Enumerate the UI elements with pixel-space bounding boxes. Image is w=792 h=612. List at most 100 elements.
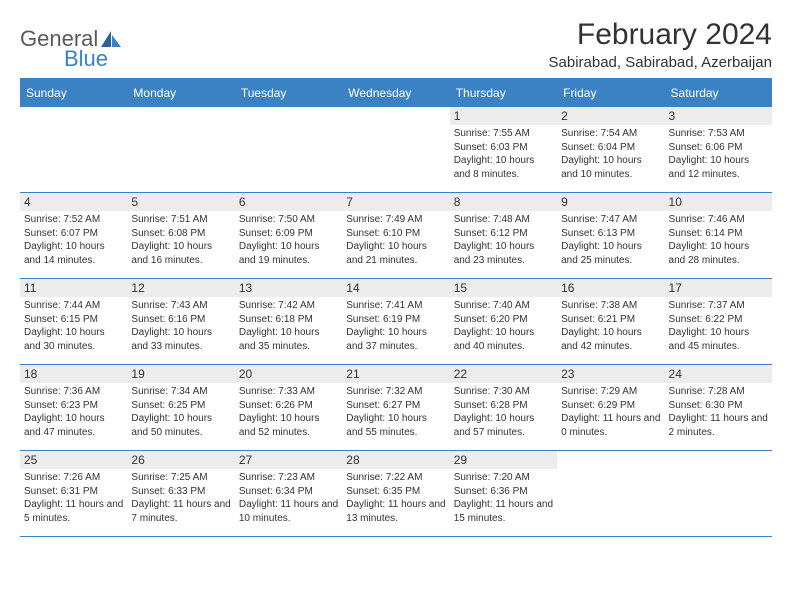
day-number: 21: [342, 365, 449, 383]
day-number: 15: [450, 279, 557, 297]
calendar-day: 7 Sunrise: 7:49 AMSunset: 6:10 PMDaylight…: [342, 193, 449, 279]
weekday-header: Sunday: [20, 80, 127, 107]
calendar-day: 11 Sunrise: 7:44 AMSunset: 6:15 PMDayligh…: [20, 279, 127, 365]
day-number: 4: [20, 193, 127, 211]
day-number: 22: [450, 365, 557, 383]
header: General Blue February 2024 Sabirabad, Sa…: [20, 18, 772, 72]
calendar-day: 28Sunrise: 7:22 AMSunset: 6:35 PMDayligh…: [342, 451, 449, 537]
day-number: 24: [665, 365, 772, 383]
day-info: Sunrise: 7:47 AMSunset: 6:13 PMDaylight:…: [561, 213, 660, 267]
weekday-header: Monday: [127, 80, 234, 107]
calendar-day: 1 Sunrise: 7:55 AMSunset: 6:03 PMDaylight…: [450, 107, 557, 193]
calendar-day: 25 Sunrise: 7:26 AMSunset: 6:31 PMDayligh…: [20, 451, 127, 537]
day-info: Sunrise: 7:25 AMSunset: 6:33 PMDaylight:…: [131, 471, 230, 525]
day-number: 3: [665, 107, 772, 125]
day-info: Sunrise: 7:51 AMSunset: 6:08 PMDaylight:…: [131, 213, 230, 267]
day-info: Sunrise: 7:37 AMSunset: 6:22 PMDaylight:…: [669, 299, 768, 353]
logo: General Blue: [20, 26, 121, 72]
day-info: Sunrise: 7:40 AMSunset: 6:20 PMDaylight:…: [454, 299, 553, 353]
calendar-day: 9 Sunrise: 7:47 AMSunset: 6:13 PMDaylight…: [557, 193, 664, 279]
day-info: Sunrise: 7:41 AMSunset: 6:19 PMDaylight:…: [346, 299, 445, 353]
day-info: Sunrise: 7:28 AMSunset: 6:30 PMDaylight:…: [669, 385, 768, 439]
calendar-day: 13Sunrise: 7:42 AMSunset: 6:18 PMDayligh…: [235, 279, 342, 365]
calendar-day: 4 Sunrise: 7:52 AMSunset: 6:07 PMDaylight…: [20, 193, 127, 279]
day-number: 1: [450, 107, 557, 125]
day-number: 25: [20, 451, 127, 469]
title-block: February 2024 Sabirabad, Sabirabad, Azer…: [549, 18, 773, 71]
day-info: Sunrise: 7:49 AMSunset: 6:10 PMDaylight:…: [346, 213, 445, 267]
calendar-empty-cell: [342, 107, 449, 193]
day-number: 9: [557, 193, 664, 211]
day-info: Sunrise: 7:34 AMSunset: 6:25 PMDaylight:…: [131, 385, 230, 439]
calendar-head: SundayMondayTuesdayWednesdayThursdayFrid…: [20, 80, 772, 107]
calendar-empty-cell: [557, 451, 664, 537]
calendar-empty-cell: [235, 107, 342, 193]
day-info: Sunrise: 7:50 AMSunset: 6:09 PMDaylight:…: [239, 213, 338, 267]
weekday-header: Friday: [557, 80, 664, 107]
day-number: 17: [665, 279, 772, 297]
calendar-day: 3 Sunrise: 7:53 AMSunset: 6:06 PMDaylight…: [665, 107, 772, 193]
calendar-empty-cell: [665, 451, 772, 537]
calendar-table: SundayMondayTuesdayWednesdayThursdayFrid…: [20, 80, 772, 537]
day-number: 26: [127, 451, 234, 469]
day-info: Sunrise: 7:53 AMSunset: 6:06 PMDaylight:…: [669, 127, 768, 181]
day-info: Sunrise: 7:33 AMSunset: 6:26 PMDaylight:…: [239, 385, 338, 439]
calendar-day: 2 Sunrise: 7:54 AMSunset: 6:04 PMDaylight…: [557, 107, 664, 193]
calendar-day: 12 Sunrise: 7:43 AMSunset: 6:16 PMDayligh…: [127, 279, 234, 365]
day-info: Sunrise: 7:32 AMSunset: 6:27 PMDaylight:…: [346, 385, 445, 439]
logo-sail-icon: [101, 31, 121, 47]
weekday-header: Thursday: [450, 80, 557, 107]
day-number: 2: [557, 107, 664, 125]
day-number: 27: [235, 451, 342, 469]
day-number: 19: [127, 365, 234, 383]
weekday-header: Wednesday: [342, 80, 449, 107]
calendar-empty-cell: [127, 107, 234, 193]
logo-text-blue: Blue: [64, 46, 121, 72]
weekday-header: Tuesday: [235, 80, 342, 107]
calendar-day: 23Sunrise: 7:29 AMSunset: 6:29 PMDayligh…: [557, 365, 664, 451]
day-info: Sunrise: 7:26 AMSunset: 6:31 PMDaylight:…: [24, 471, 123, 525]
calendar-day: 18Sunrise: 7:36 AMSunset: 6:23 PMDayligh…: [20, 365, 127, 451]
month-title: February 2024: [549, 18, 773, 52]
calendar-body: 1 Sunrise: 7:55 AMSunset: 6:03 PMDaylight…: [20, 107, 772, 537]
day-number: 14: [342, 279, 449, 297]
weekday-header: Saturday: [665, 80, 772, 107]
calendar-day: 15 Sunrise: 7:40 AMSunset: 6:20 PMDayligh…: [450, 279, 557, 365]
calendar-day: 10 Sunrise: 7:46 AMSunset: 6:14 PMDayligh…: [665, 193, 772, 279]
day-info: Sunrise: 7:44 AMSunset: 6:15 PMDaylight:…: [24, 299, 123, 353]
day-number: 10: [665, 193, 772, 211]
day-number: 23: [557, 365, 664, 383]
day-info: Sunrise: 7:23 AMSunset: 6:34 PMDaylight:…: [239, 471, 338, 525]
day-info: Sunrise: 7:52 AMSunset: 6:07 PMDaylight:…: [24, 213, 123, 267]
day-info: Sunrise: 7:48 AMSunset: 6:12 PMDaylight:…: [454, 213, 553, 267]
day-number: 18: [20, 365, 127, 383]
calendar-day: 17 Sunrise: 7:37 AMSunset: 6:22 PMDayligh…: [665, 279, 772, 365]
location: Sabirabad, Sabirabad, Azerbaijan: [549, 54, 773, 71]
day-number: 5: [127, 193, 234, 211]
day-info: Sunrise: 7:38 AMSunset: 6:21 PMDaylight:…: [561, 299, 660, 353]
day-number: 12: [127, 279, 234, 297]
day-info: Sunrise: 7:54 AMSunset: 6:04 PMDaylight:…: [561, 127, 660, 181]
day-number: 8: [450, 193, 557, 211]
calendar-day: 21 Sunrise: 7:32 AMSunset: 6:27 PMDayligh…: [342, 365, 449, 451]
day-info: Sunrise: 7:22 AMSunset: 6:35 PMDaylight:…: [346, 471, 445, 525]
calendar-day: 14 Sunrise: 7:41 AMSunset: 6:19 PMDayligh…: [342, 279, 449, 365]
day-info: Sunrise: 7:42 AMSunset: 6:18 PMDaylight:…: [239, 299, 338, 353]
day-number: 29: [450, 451, 557, 469]
day-info: Sunrise: 7:55 AMSunset: 6:03 PMDaylight:…: [454, 127, 553, 181]
calendar-day: 20 Sunrise: 7:33 AMSunset: 6:26 PMDayligh…: [235, 365, 342, 451]
day-number: 7: [342, 193, 449, 211]
day-number: 20: [235, 365, 342, 383]
calendar-empty-cell: [20, 107, 127, 193]
calendar-day: 8 Sunrise: 7:48 AMSunset: 6:12 PMDaylight…: [450, 193, 557, 279]
day-info: Sunrise: 7:43 AMSunset: 6:16 PMDaylight:…: [131, 299, 230, 353]
day-number: 16: [557, 279, 664, 297]
day-number: 6: [235, 193, 342, 211]
calendar-day: 26 Sunrise: 7:25 AMSunset: 6:33 PMDayligh…: [127, 451, 234, 537]
day-info: Sunrise: 7:46 AMSunset: 6:14 PMDaylight:…: [669, 213, 768, 267]
day-info: Sunrise: 7:30 AMSunset: 6:28 PMDaylight:…: [454, 385, 553, 439]
calendar-day: 24 Sunrise: 7:28 AMSunset: 6:30 PMDayligh…: [665, 365, 772, 451]
day-number: 11: [20, 279, 127, 297]
calendar-day: 16 Sunrise: 7:38 AMSunset: 6:21 PMDayligh…: [557, 279, 664, 365]
calendar-day: 6 Sunrise: 7:50 AMSunset: 6:09 PMDaylight…: [235, 193, 342, 279]
